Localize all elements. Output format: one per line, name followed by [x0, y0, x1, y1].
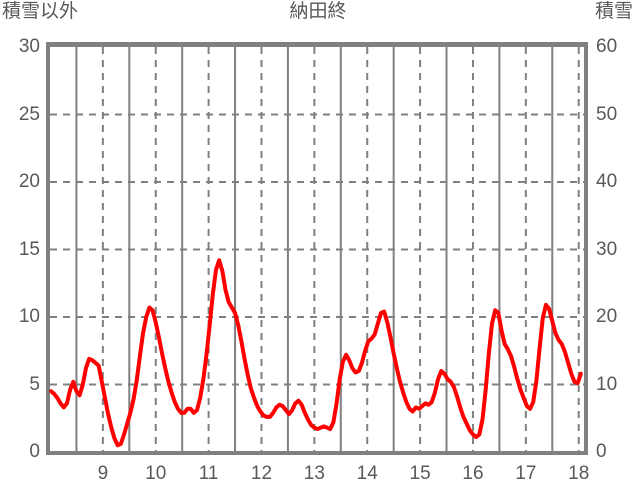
plot-area [46, 42, 588, 455]
x-axis-tick-label: 13 [303, 463, 325, 484]
x-axis-tick-label: 12 [250, 463, 273, 484]
y-axis-left-tick-label: 5 [29, 373, 40, 395]
y-axis-left-tick-label: 10 [18, 306, 40, 327]
x-axis-tick-label: 14 [356, 463, 378, 484]
x-axis-tick-label: 15 [409, 463, 431, 484]
right-axis-unit-label: 積雪 [594, 1, 633, 22]
y-axis-left-tick-label: 15 [18, 238, 40, 260]
y-axis-right-tick-label: 20 [596, 306, 618, 327]
y-axis-left-tick-label: 20 [18, 171, 40, 192]
y-axis-right-tick-label: 50 [596, 103, 618, 125]
left-axis-unit-label: 積雪以外 [2, 1, 79, 22]
x-axis-tick-label: 11 [198, 463, 219, 484]
x-axis-tick-label: 10 [145, 463, 167, 484]
data-series-line [49, 258, 583, 448]
y-axis-right-tick-label: 30 [596, 238, 618, 260]
x-axis-tick-label: 18 [568, 463, 590, 484]
y-axis-left-tick-label: 30 [18, 36, 40, 57]
y-axis-right-tick-label: 10 [596, 373, 618, 395]
y-axis-right-tick-label: 0 [596, 441, 607, 462]
y-axis-right-tick-label: 40 [596, 171, 618, 192]
x-axis-tick-label: 9 [97, 463, 109, 484]
x-axis-tick-label: 16 [462, 463, 484, 484]
y-axis-left-tick-label: 0 [29, 441, 40, 462]
chart-title: 納田終 [289, 1, 347, 22]
y-axis-left-tick-label: 25 [18, 103, 40, 125]
y-axis-right-tick-label: 60 [596, 36, 618, 57]
gridlines [50, 47, 584, 452]
x-axis-tick-label: 17 [515, 463, 537, 484]
